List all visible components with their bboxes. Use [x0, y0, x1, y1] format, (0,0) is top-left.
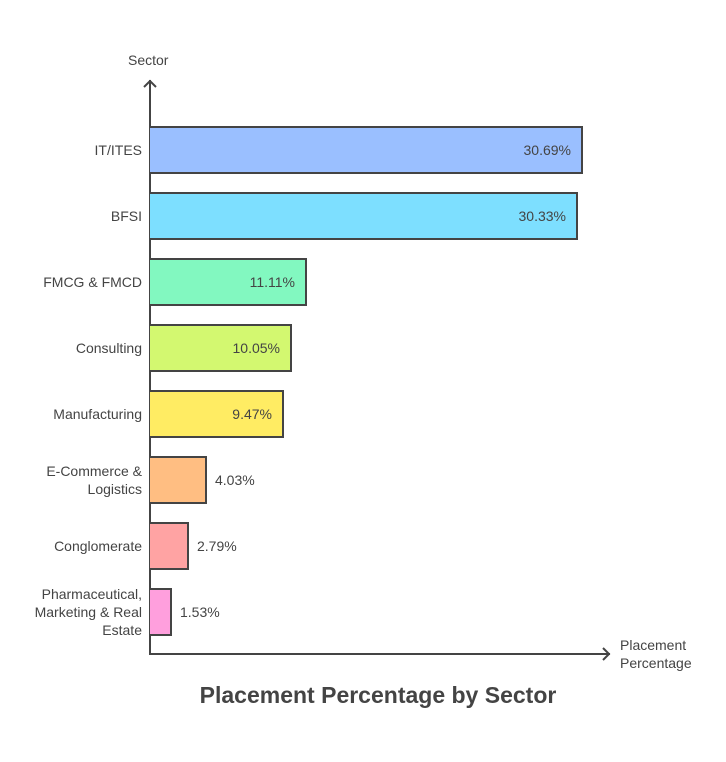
category-label-line: Marketing & Real: [34, 604, 142, 620]
bar-value-label: 30.33%: [518, 208, 566, 224]
bar: [150, 456, 207, 504]
bar-value-label: 10.05%: [232, 340, 280, 356]
category-label: Consulting: [76, 339, 142, 357]
x-axis-title: Placement Percentage: [620, 636, 692, 672]
bar-value-label: 1.53%: [180, 604, 220, 620]
category-label-line: Logistics: [87, 481, 142, 497]
category-label-line: Pharmaceutical,: [41, 586, 142, 602]
x-axis-arrow-icon: [602, 647, 611, 661]
bar: [150, 324, 292, 372]
category-label: IT/ITES: [95, 141, 142, 159]
bar: [150, 258, 307, 306]
bar: [150, 588, 172, 636]
x-axis-title-line1: Placement: [620, 637, 687, 653]
category-label-line: Conglomerate: [54, 538, 142, 554]
category-label: Conglomerate: [54, 537, 142, 555]
y-axis-title: Sector: [128, 52, 169, 68]
bar-value-label: 4.03%: [215, 472, 255, 488]
category-label-line: Manufacturing: [53, 406, 142, 422]
category-label: BFSI: [111, 207, 142, 225]
bar-value-label: 9.47%: [232, 406, 272, 422]
bar: [150, 522, 189, 570]
category-label-line: IT/ITES: [94, 142, 142, 158]
category-label: E-Commerce & Logistics: [46, 462, 142, 498]
chart-title: Placement Percentage by Sector: [199, 682, 557, 708]
bar: [150, 390, 284, 438]
category-label: Manufacturing: [53, 405, 142, 423]
bar-value-label: 2.79%: [197, 538, 237, 554]
bar: [150, 192, 578, 240]
category-label-line: BFSI: [110, 208, 142, 224]
category-label-line: E-Commerce &: [46, 463, 142, 479]
category-label: FMCG & FMCD: [43, 273, 142, 291]
category-label-line: Estate: [102, 622, 142, 638]
bar-value-label: 11.11%: [249, 274, 295, 290]
category-label: Pharmaceutical, Marketing & Real Estate: [35, 585, 142, 639]
y-axis-arrow-icon: [143, 79, 157, 88]
category-label-line: Consulting: [75, 340, 142, 356]
x-axis-title-line2: Percentage: [620, 655, 692, 671]
category-label-line: FMCG & FMCD: [43, 274, 142, 290]
bar-value-label: 30.69%: [523, 142, 571, 158]
bar: [150, 126, 583, 174]
